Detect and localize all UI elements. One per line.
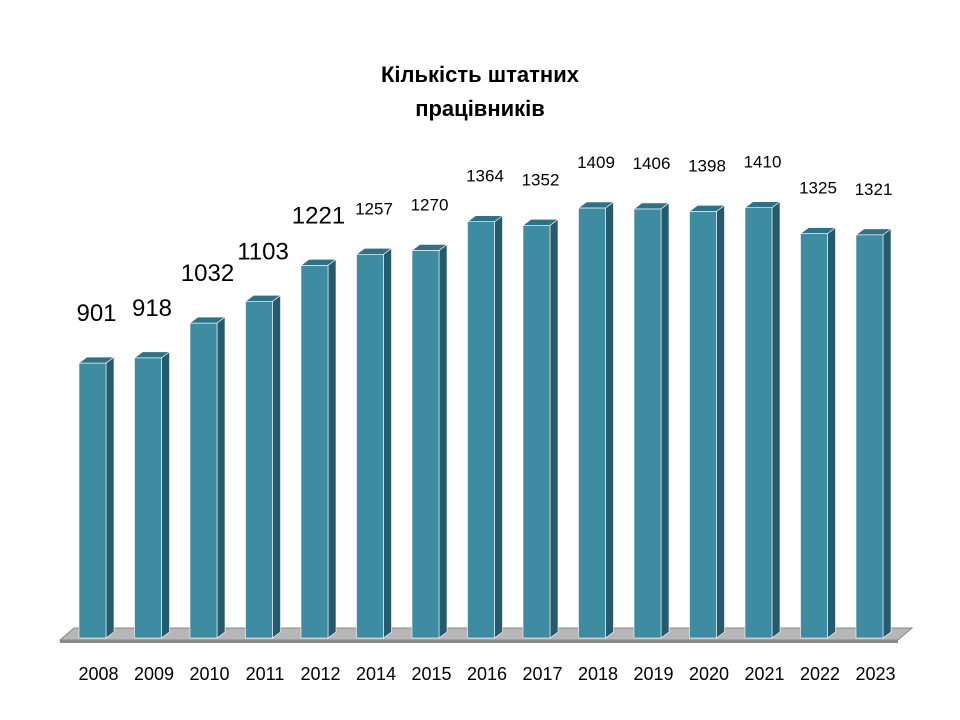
x-tick-label: 2017 bbox=[522, 664, 562, 684]
bar bbox=[356, 254, 384, 639]
bar-top bbox=[355, 248, 393, 255]
data-label: 918 bbox=[132, 295, 172, 322]
bar bbox=[411, 250, 440, 639]
x-tick-label: 2023 bbox=[855, 664, 895, 684]
bar bbox=[522, 225, 551, 639]
bar-side bbox=[494, 215, 503, 639]
bar-top bbox=[78, 356, 115, 364]
bar-side bbox=[716, 204, 725, 639]
x-tick-label: 2014 bbox=[356, 664, 396, 684]
bar-side bbox=[161, 351, 170, 639]
bar-side bbox=[216, 316, 226, 639]
chart-title: Кількість штатних працівників bbox=[280, 58, 680, 126]
x-tick-label: 2010 bbox=[189, 664, 229, 684]
bar-top bbox=[411, 244, 448, 251]
bar-top bbox=[633, 202, 670, 210]
data-label: 1321 bbox=[855, 180, 893, 199]
bar bbox=[245, 301, 273, 639]
bar-top bbox=[300, 259, 337, 266]
data-label: 1364 bbox=[466, 167, 504, 186]
x-tick-label: 2016 bbox=[467, 664, 507, 684]
bar-side bbox=[272, 294, 281, 639]
data-label: 1103 bbox=[237, 238, 289, 265]
bar bbox=[800, 233, 828, 639]
bar-side bbox=[438, 243, 448, 639]
bar-top bbox=[522, 219, 559, 226]
bar-side bbox=[605, 201, 614, 639]
x-tick-label: 2012 bbox=[300, 664, 340, 684]
bar bbox=[633, 208, 662, 639]
data-label: 1257 bbox=[355, 199, 393, 218]
bar bbox=[855, 234, 884, 639]
bar-side bbox=[660, 202, 670, 639]
data-label: 901 bbox=[76, 300, 116, 327]
chart-floor-edge bbox=[60, 640, 898, 643]
x-tick-label: 2020 bbox=[689, 664, 729, 684]
bar bbox=[189, 322, 218, 639]
data-label: 1325 bbox=[799, 179, 837, 198]
bar-top bbox=[133, 351, 171, 359]
bar bbox=[300, 265, 329, 639]
x-tick-label: 2015 bbox=[411, 664, 451, 684]
bar-top bbox=[189, 316, 226, 324]
x-tick-label: 2021 bbox=[744, 664, 784, 684]
bar bbox=[744, 207, 773, 639]
x-tick-label: 2019 bbox=[633, 664, 673, 684]
x-tick-label: 2008 bbox=[78, 664, 118, 684]
bar-top bbox=[799, 227, 837, 234]
bar-side bbox=[827, 227, 836, 639]
bar bbox=[578, 207, 606, 639]
data-label: 1410 bbox=[744, 153, 782, 172]
data-label: 1406 bbox=[633, 154, 671, 173]
x-tick-label: 2009 bbox=[134, 664, 174, 684]
bar-side bbox=[882, 228, 892, 639]
x-tick-label: 2018 bbox=[578, 664, 618, 684]
bar-side bbox=[771, 201, 781, 639]
bar bbox=[689, 211, 717, 639]
bar-top bbox=[466, 215, 504, 223]
bar bbox=[134, 357, 162, 639]
data-label: 1409 bbox=[577, 153, 615, 172]
bar-top bbox=[744, 201, 781, 208]
bar-top bbox=[244, 295, 282, 302]
bar-side bbox=[549, 218, 559, 639]
chart-title-line-1: Кількість штатних bbox=[381, 62, 579, 87]
bar-side bbox=[327, 258, 337, 639]
bar bbox=[467, 221, 495, 639]
data-label: 1221 bbox=[292, 202, 345, 229]
data-label: 1032 bbox=[181, 260, 234, 287]
data-label: 1352 bbox=[522, 170, 560, 189]
data-label: 1270 bbox=[411, 195, 449, 214]
bar-top bbox=[855, 228, 892, 236]
bar-side bbox=[383, 247, 392, 639]
bar-top bbox=[688, 205, 726, 212]
chart-title-line-2: працівників bbox=[415, 96, 545, 121]
bar-top bbox=[577, 201, 615, 209]
bar-side bbox=[105, 356, 115, 639]
bar bbox=[78, 362, 107, 639]
x-tick-label: 2022 bbox=[800, 664, 840, 684]
x-tick-label: 2011 bbox=[246, 664, 285, 684]
data-label: 1398 bbox=[688, 156, 726, 175]
